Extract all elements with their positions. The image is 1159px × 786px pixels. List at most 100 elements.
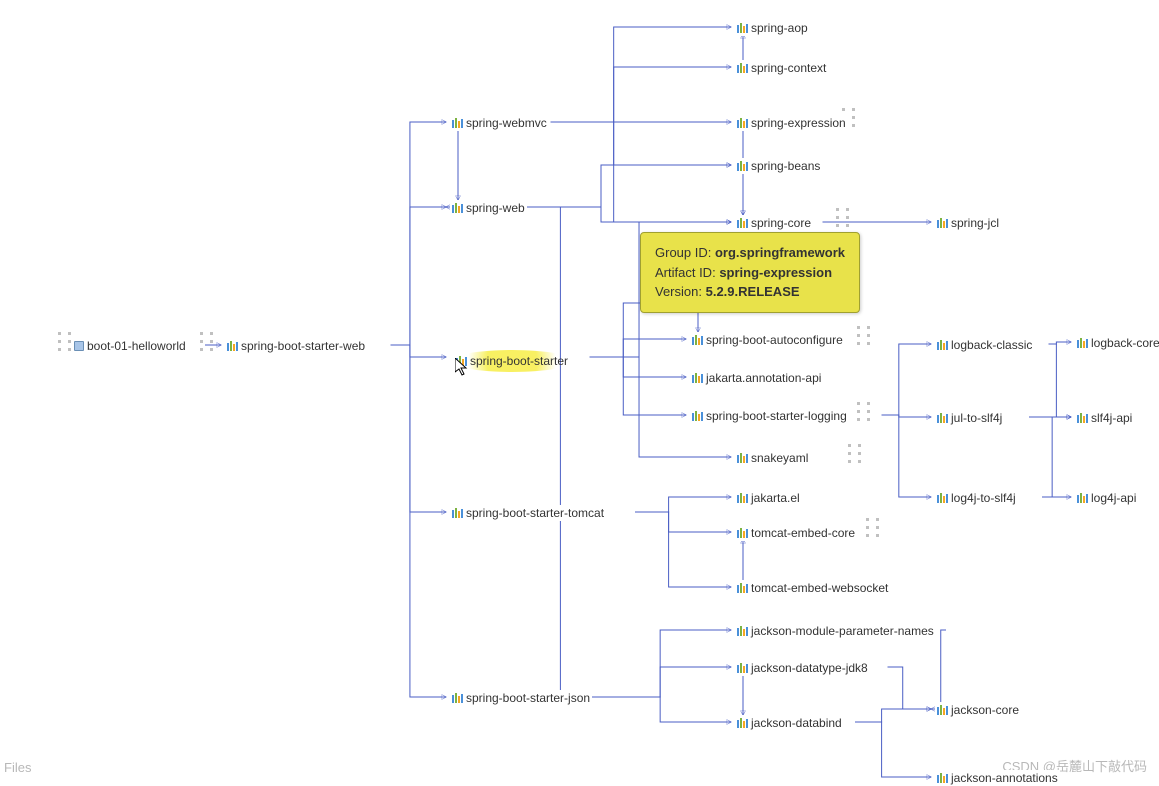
library-icon	[937, 413, 948, 423]
library-icon	[1077, 338, 1088, 348]
edge-logging-logback_cls	[882, 344, 932, 415]
dep-node-jack_param[interactable]: jackson-module-parameter-names	[735, 623, 936, 639]
dep-node-starter_web[interactable]: spring-boot-starter-web	[225, 338, 367, 354]
dep-node-web[interactable]: spring-web	[450, 200, 527, 216]
dep-node-tomcat_ws[interactable]: tomcat-embed-websocket	[735, 580, 890, 596]
dep-node-root[interactable]: boot-01-helloworld	[72, 338, 188, 354]
library-icon	[737, 528, 748, 538]
edge-webmvc-core	[551, 122, 732, 222]
collapse-handle[interactable]	[198, 330, 216, 354]
dep-node-label: jackson-annotations	[951, 771, 1058, 785]
dep-node-label: log4j-api	[1091, 491, 1136, 505]
edge-webmvc-context	[551, 67, 732, 122]
tooltip-group-label: Group ID:	[655, 245, 711, 260]
dep-node-label: spring-context	[751, 61, 826, 75]
edge-webmvc-aop	[551, 27, 732, 122]
tooltip-version-value: 5.2.9.RELEASE	[706, 284, 800, 299]
tooltip-artifact-value: spring-expression	[719, 265, 832, 280]
dep-node-label: spring-jcl	[951, 216, 999, 230]
edge-jack_bind-jack_ann	[855, 722, 931, 777]
edge-starter_web-starter	[391, 345, 447, 357]
dep-node-logback_core[interactable]: logback-core	[1075, 335, 1159, 351]
dep-node-json[interactable]: spring-boot-starter-json	[450, 690, 592, 706]
dep-node-autoconf[interactable]: spring-boot-autoconfigure	[690, 332, 845, 348]
library-icon	[692, 335, 703, 345]
dep-node-label: spring-aop	[751, 21, 808, 35]
dep-node-snakeyaml[interactable]: snakeyaml	[735, 450, 810, 466]
files-label: Files	[4, 760, 31, 775]
tooltip-artifact-label: Artifact ID:	[655, 265, 716, 280]
dep-node-label: snakeyaml	[751, 451, 808, 465]
collapse-handle[interactable]	[855, 324, 873, 348]
dep-node-label: spring-web	[466, 201, 525, 215]
edge-webmvc-beans	[551, 122, 732, 165]
dep-node-context[interactable]: spring-context	[735, 60, 828, 76]
library-icon	[737, 718, 748, 728]
dep-node-logging[interactable]: spring-boot-starter-logging	[690, 408, 849, 424]
dep-node-tomcat[interactable]: spring-boot-starter-tomcat	[450, 505, 606, 521]
dep-node-log4j_api[interactable]: log4j-api	[1075, 490, 1138, 506]
dep-node-log4j_slf[interactable]: log4j-to-slf4j	[935, 490, 1018, 506]
library-icon	[737, 626, 748, 636]
dep-node-label: log4j-to-slf4j	[951, 491, 1016, 505]
library-icon	[737, 493, 748, 503]
library-icon	[937, 773, 948, 783]
library-icon	[937, 340, 948, 350]
dep-node-label: jakarta.annotation-api	[706, 371, 821, 385]
library-icon	[937, 493, 948, 503]
edge-logging-log4j_slf	[882, 415, 932, 497]
dep-node-label: tomcat-embed-websocket	[751, 581, 888, 595]
edge-jack_jdk8-jack_core	[888, 667, 932, 709]
dep-node-jack_ann[interactable]: jackson-annotations	[935, 770, 1060, 786]
edge-starter-logging	[590, 357, 687, 415]
library-icon	[1077, 493, 1088, 503]
dep-node-webmvc[interactable]: spring-webmvc	[450, 115, 549, 131]
dep-node-jcl[interactable]: spring-jcl	[935, 215, 1001, 231]
dep-node-core[interactable]: spring-core	[735, 215, 813, 231]
library-icon	[737, 663, 748, 673]
dep-node-expression[interactable]: spring-expression	[735, 115, 848, 131]
tooltip-version-label: Version:	[655, 284, 702, 299]
dep-node-label: spring-boot-starter-logging	[706, 409, 847, 423]
edge-starter_web-json	[391, 345, 447, 697]
library-icon	[692, 373, 703, 383]
edge-web-beans	[531, 165, 731, 207]
dep-node-label: logback-core	[1091, 336, 1159, 350]
edge-logback_cls-logback_core	[1049, 342, 1072, 344]
collapse-handle[interactable]	[834, 206, 852, 230]
edge-json-jack_param	[622, 630, 731, 697]
dep-node-jakarta_ann[interactable]: jakarta.annotation-api	[690, 370, 823, 386]
edge-jack_param-jack_core	[931, 630, 946, 709]
library-icon	[227, 341, 238, 351]
tooltip-group-value: org.springframework	[715, 245, 845, 260]
collapse-handle[interactable]	[855, 400, 873, 424]
dep-node-slf4j[interactable]: slf4j-api	[1075, 410, 1134, 426]
dep-node-label: logback-classic	[951, 338, 1032, 352]
dep-node-logback_cls[interactable]: logback-classic	[935, 337, 1034, 353]
edge-json-web	[446, 207, 622, 697]
dep-node-label: spring-boot-starter-tomcat	[466, 506, 604, 520]
artifact-tooltip: Group ID: org.springframework Artifact I…	[640, 232, 860, 313]
library-icon	[452, 508, 463, 518]
dep-node-jul[interactable]: jul-to-slf4j	[935, 410, 1004, 426]
edge-tomcat-tomcat_ws	[635, 512, 731, 587]
dep-node-jack_core[interactable]: jackson-core	[935, 702, 1021, 718]
edge-json-jack_jdk8	[622, 667, 731, 697]
dep-node-beans[interactable]: spring-beans	[735, 158, 822, 174]
dep-node-label: spring-boot-starter-json	[466, 691, 590, 705]
dep-node-aop[interactable]: spring-aop	[735, 20, 810, 36]
library-icon	[737, 161, 748, 171]
dep-node-jakarta_el[interactable]: jakarta.el	[735, 490, 802, 506]
dep-node-jack_bind[interactable]: jackson-databind	[735, 715, 844, 731]
edge-log4j_slf-slf4j	[1042, 417, 1071, 497]
library-icon	[737, 63, 748, 73]
library-icon	[452, 203, 463, 213]
dep-node-jack_jdk8[interactable]: jackson-datatype-jdk8	[735, 660, 870, 676]
collapse-handle[interactable]	[846, 442, 864, 466]
dep-node-label: spring-expression	[751, 116, 846, 130]
dep-node-label: jackson-module-parameter-names	[751, 624, 934, 638]
dep-node-tomcat_core[interactable]: tomcat-embed-core	[735, 525, 857, 541]
dep-node-starter[interactable]: spring-boot-starter	[450, 350, 574, 372]
collapse-handle[interactable]	[864, 516, 882, 540]
dep-node-label: spring-boot-autoconfigure	[706, 333, 843, 347]
